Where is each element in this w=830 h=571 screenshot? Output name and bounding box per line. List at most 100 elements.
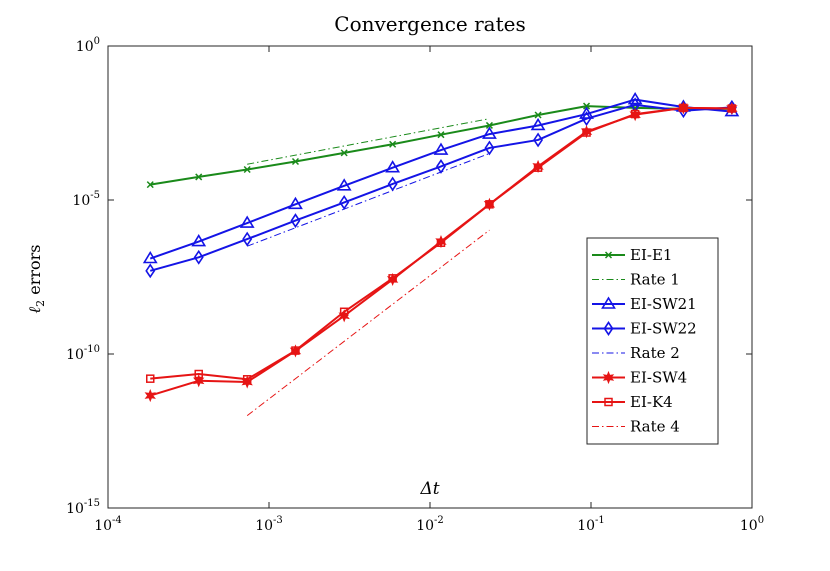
x-tick-base: 10 <box>255 518 273 534</box>
data-point <box>533 163 543 172</box>
data-point <box>243 165 251 174</box>
data-point <box>389 140 397 148</box>
marker-x-stroke <box>437 131 445 139</box>
y-tick-exponent: 0 <box>94 36 100 47</box>
y-tick-label: 10-15 <box>66 498 100 517</box>
y-tick-label: 10-10 <box>66 344 100 363</box>
marker-x-stroke <box>534 111 542 119</box>
x-tick-label: 10-3 <box>255 515 283 534</box>
data-point <box>437 131 445 139</box>
x-tick-exponent: 0 <box>758 515 764 526</box>
x-axis-label: Δt <box>419 479 439 499</box>
legend-label: EI-SW4 <box>630 369 687 387</box>
y-tick-base: 10 <box>72 193 90 209</box>
series-line <box>149 103 732 272</box>
data-point <box>484 140 495 156</box>
y-tick-base: 10 <box>66 501 84 517</box>
data-point <box>534 111 542 119</box>
x-tick-base: 10 <box>94 518 112 534</box>
marker-x-stroke <box>485 121 493 129</box>
data-point <box>385 160 401 173</box>
legend-label: EI-K4 <box>630 393 673 411</box>
x-tick-label: 10-4 <box>94 515 122 534</box>
legend-box <box>586 237 719 445</box>
legend-label: EI-SW21 <box>630 295 697 313</box>
y-tick-label: 10-5 <box>72 190 100 209</box>
x-tick-exponent: -2 <box>434 515 444 526</box>
data-point <box>144 388 156 403</box>
series-rate-1 <box>247 118 490 165</box>
marker-x-stroke <box>146 181 154 189</box>
series-ei-e1 <box>146 102 736 189</box>
data-point <box>530 117 546 131</box>
series-ei-k4 <box>146 103 737 384</box>
chart-title: Convergence rates <box>334 12 525 36</box>
data-point <box>239 215 255 228</box>
legend-entry: EI-K4 <box>592 393 673 411</box>
legend-marker <box>602 370 615 385</box>
legend-marker <box>604 397 613 407</box>
data-point <box>290 213 301 229</box>
data-point <box>726 101 738 116</box>
legend-marker <box>604 251 613 259</box>
data-point <box>627 92 643 105</box>
legend-entry: EI-SW22 <box>592 320 697 338</box>
marker-x-stroke <box>291 157 299 166</box>
data-point <box>142 250 158 264</box>
legend-label: Rate 4 <box>630 418 680 436</box>
data-point <box>679 103 688 113</box>
legend-entry: Rate 4 <box>592 418 680 436</box>
data-point <box>387 176 398 192</box>
y-tick-exponent: -15 <box>84 498 100 509</box>
legend-entry: EI-SW4 <box>592 369 687 387</box>
legend-entry: EI-E1 <box>592 246 672 264</box>
legend-entry: Rate 1 <box>592 271 680 289</box>
data-point <box>630 109 640 119</box>
series-layer <box>142 92 740 416</box>
series-line <box>247 118 490 165</box>
x-tick-exponent: -1 <box>595 515 605 526</box>
data-point <box>581 111 592 127</box>
legend-marker <box>603 321 614 336</box>
y-tick-exponent: -10 <box>84 344 100 355</box>
data-point <box>339 307 349 317</box>
data-point <box>436 238 446 247</box>
x-tick-base: 10 <box>577 518 595 534</box>
marker-x-stroke <box>604 251 613 259</box>
x-tick-base: 10 <box>416 518 434 534</box>
y-tick-base: 10 <box>76 39 94 55</box>
marker-x-stroke <box>582 102 591 110</box>
marker-x-stroke <box>243 165 251 174</box>
data-point <box>339 195 350 210</box>
axes-frame <box>107 45 753 509</box>
y-tick-label: 100 <box>76 36 100 55</box>
legend-label: Rate 2 <box>630 344 680 362</box>
data-point <box>582 102 591 110</box>
data-point <box>727 104 737 113</box>
x-tick-label: 10-2 <box>416 515 444 534</box>
data-point <box>195 173 203 181</box>
x-tick-exponent: -3 <box>273 515 283 526</box>
marker-x-stroke <box>389 140 397 148</box>
data-point <box>193 374 205 388</box>
data-point <box>146 374 155 383</box>
data-point <box>145 263 156 279</box>
data-point <box>291 346 300 355</box>
x-tick-label: 100 <box>740 515 764 534</box>
x-tick-exponent: -4 <box>112 515 122 526</box>
data-point <box>388 274 397 283</box>
legend: EI-E1 Rate 1 EI-SW21 EI-SW22 Rate 2 EI-SW4 EI-… <box>586 237 719 445</box>
marker-x-stroke <box>195 173 203 181</box>
legend-label: Rate 1 <box>630 271 680 289</box>
legend-entry: Rate 2 <box>592 344 680 362</box>
legend-label: EI-SW22 <box>630 320 697 338</box>
legend-entry: EI-SW21 <box>592 295 697 313</box>
data-point <box>582 128 591 137</box>
data-point <box>291 157 299 166</box>
legend-marker <box>601 296 616 309</box>
data-point <box>433 142 449 155</box>
data-point <box>485 121 493 129</box>
y-tick-base: 10 <box>66 347 84 363</box>
